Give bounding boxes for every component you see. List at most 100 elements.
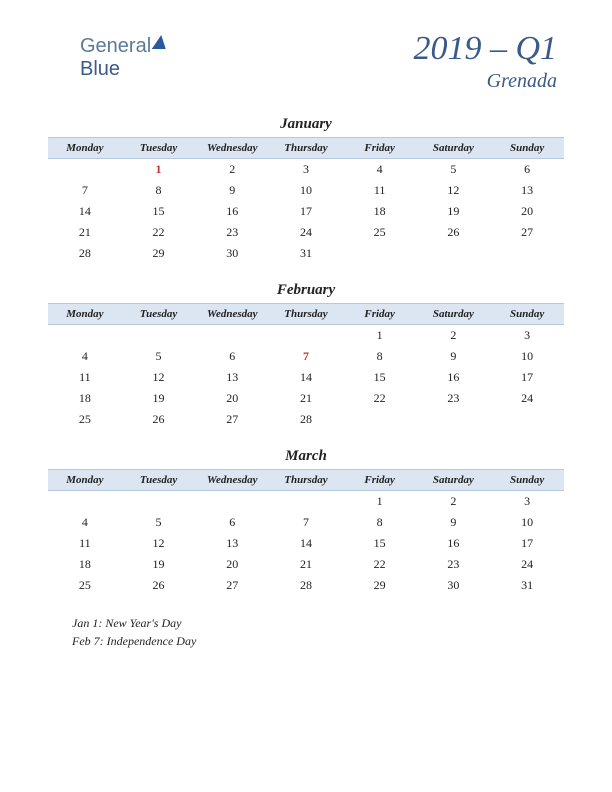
day-cell: 7 [48,180,122,201]
day-cell [122,325,196,347]
day-cell [490,409,564,430]
table-row: 18192021222324 [48,388,564,409]
day-header: Tuesday [122,304,196,325]
logo-mark-icon [152,35,168,49]
day-header: Sunday [490,470,564,491]
day-cell [122,491,196,513]
month-name: February [48,282,564,299]
day-cell: 20 [195,554,269,575]
day-cell: 11 [48,367,122,388]
day-cell: 14 [48,201,122,222]
calendar-table: MondayTuesdayWednesdayThursdayFridaySatu… [48,303,564,430]
day-cell: 11 [48,533,122,554]
day-header: Friday [343,304,417,325]
day-cell: 6 [195,512,269,533]
day-cell: 8 [343,346,417,367]
day-header: Thursday [269,470,343,491]
holiday-line: Jan 1: New Year's Day [72,614,564,632]
day-cell: 24 [490,388,564,409]
day-header: Monday [48,470,122,491]
day-cell: 15 [122,201,196,222]
day-cell: 18 [343,201,417,222]
day-header: Sunday [490,138,564,159]
day-cell: 30 [195,243,269,264]
day-cell [343,243,417,264]
table-row: 28293031 [48,243,564,264]
day-cell: 6 [490,159,564,181]
header-right: 2019 – Q1 Grenada [413,30,557,93]
day-cell: 2 [417,325,491,347]
day-cell: 15 [343,533,417,554]
day-cell: 21 [48,222,122,243]
month-block: February MondayTuesdayWednesdayThursdayFr… [48,282,564,430]
day-cell: 7 [269,512,343,533]
day-cell: 12 [417,180,491,201]
day-cell: 25 [48,409,122,430]
day-cell: 23 [417,554,491,575]
day-cell [417,243,491,264]
day-header: Saturday [417,470,491,491]
day-header: Saturday [417,138,491,159]
day-cell: 1 [122,159,196,181]
day-cell: 12 [122,367,196,388]
day-cell: 30 [417,575,491,596]
calendars-container: JanuaryMondayTuesdayWednesdayThursdayFri… [48,116,564,596]
calendar-table: MondayTuesdayWednesdayThursdayFridaySatu… [48,469,564,596]
month-block: JanuaryMondayTuesdayWednesdayThursdayFri… [48,116,564,264]
day-cell: 12 [122,533,196,554]
day-cell: 3 [269,159,343,181]
table-row: 18192021222324 [48,554,564,575]
day-cell: 31 [269,243,343,264]
day-header: Monday [48,304,122,325]
day-header: Tuesday [122,138,196,159]
day-cell: 5 [417,159,491,181]
day-cell: 9 [417,512,491,533]
day-cell: 28 [48,243,122,264]
day-cell: 9 [195,180,269,201]
day-cell [269,491,343,513]
logo-text-1: General [80,35,151,57]
day-cell: 13 [195,367,269,388]
day-header: Friday [343,470,417,491]
table-row: 21222324252627 [48,222,564,243]
day-cell [195,491,269,513]
day-cell: 25 [48,575,122,596]
table-row: 11121314151617 [48,367,564,388]
day-cell: 8 [122,180,196,201]
table-row: 123456 [48,159,564,181]
day-cell: 10 [490,512,564,533]
day-cell: 21 [269,554,343,575]
day-cell: 26 [122,575,196,596]
day-header: Wednesday [195,138,269,159]
calendar-table: MondayTuesdayWednesdayThursdayFridaySatu… [48,137,564,264]
table-row: 25262728293031 [48,575,564,596]
day-header: Thursday [269,138,343,159]
day-header: Tuesday [122,470,196,491]
day-cell: 28 [269,575,343,596]
day-cell: 1 [343,325,417,347]
day-cell: 20 [195,388,269,409]
day-cell: 16 [417,533,491,554]
day-cell: 22 [343,554,417,575]
day-cell [417,409,491,430]
day-cell: 13 [490,180,564,201]
day-header: Wednesday [195,470,269,491]
month-name: March [48,448,564,465]
table-row: 11121314151617 [48,533,564,554]
day-cell: 3 [490,491,564,513]
day-cell: 6 [195,346,269,367]
day-cell: 5 [122,512,196,533]
day-cell: 17 [490,367,564,388]
day-cell: 29 [122,243,196,264]
logo: General Blue [80,35,167,81]
day-header: Thursday [269,304,343,325]
table-row: 45678910 [48,512,564,533]
day-cell: 24 [269,222,343,243]
day-cell: 29 [343,575,417,596]
day-cell: 31 [490,575,564,596]
table-row: 123 [48,325,564,347]
day-cell: 7 [269,346,343,367]
day-cell: 23 [417,388,491,409]
day-cell: 4 [48,512,122,533]
table-row: 123 [48,491,564,513]
